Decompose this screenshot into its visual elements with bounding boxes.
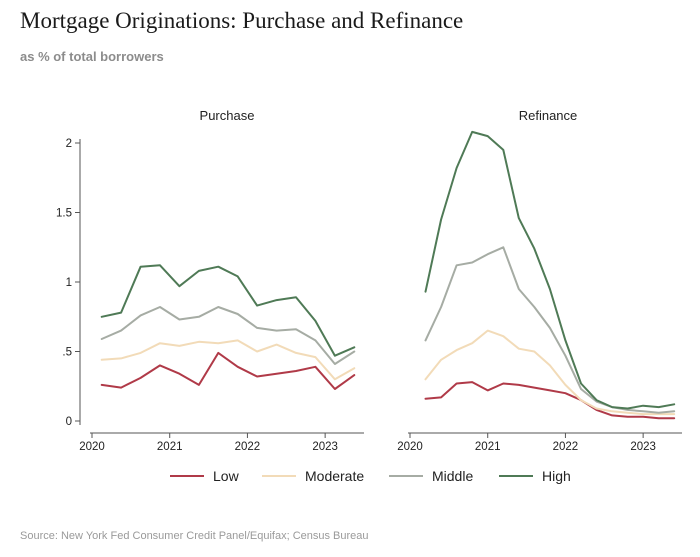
series-line-purchase-middle <box>100 306 356 365</box>
y-tick-label: .5 <box>62 347 72 359</box>
x-tick-label-purchase: 2021 <box>157 441 183 453</box>
chart-title: Mortgage Originations: Purchase and Refi… <box>20 8 464 33</box>
y-tick-label: 2 <box>66 138 72 150</box>
x-tick-label-refinance: 2023 <box>630 441 656 453</box>
series-line-refinance-low <box>424 381 676 420</box>
x-tick-label-purchase: 2020 <box>79 441 105 453</box>
panel-title-refinance: Refinance <box>519 108 578 123</box>
x-tick-label-refinance: 2021 <box>475 441 501 453</box>
y-tick-label: 0 <box>66 416 72 428</box>
chart-subtitle: as % of total borrowers <box>20 49 164 64</box>
series-line-purchase-low <box>100 351 356 390</box>
series-line-refinance-high <box>424 130 676 410</box>
legend-label-moderate: Moderate <box>305 468 364 484</box>
x-tick-label-refinance: 2020 <box>397 441 423 453</box>
series-line-refinance-moderate <box>424 329 676 416</box>
y-tick-label: 1 <box>66 277 72 289</box>
series-line-purchase-high <box>100 264 356 357</box>
panel-title-purchase: Purchase <box>200 108 255 123</box>
series-line-purchase-moderate <box>100 339 356 381</box>
x-tick-label-purchase: 2023 <box>312 441 338 453</box>
x-tick-label-refinance: 2022 <box>553 441 579 453</box>
x-tick-label-purchase: 2022 <box>235 441 261 453</box>
legend-label-low: Low <box>213 468 240 484</box>
source-note: Source: New York Fed Consumer Credit Pan… <box>20 530 369 542</box>
legend-label-high: High <box>542 468 571 484</box>
y-tick-label: 1.5 <box>56 208 72 220</box>
legend-label-middle: Middle <box>432 468 473 484</box>
series-line-refinance-middle <box>424 246 676 414</box>
